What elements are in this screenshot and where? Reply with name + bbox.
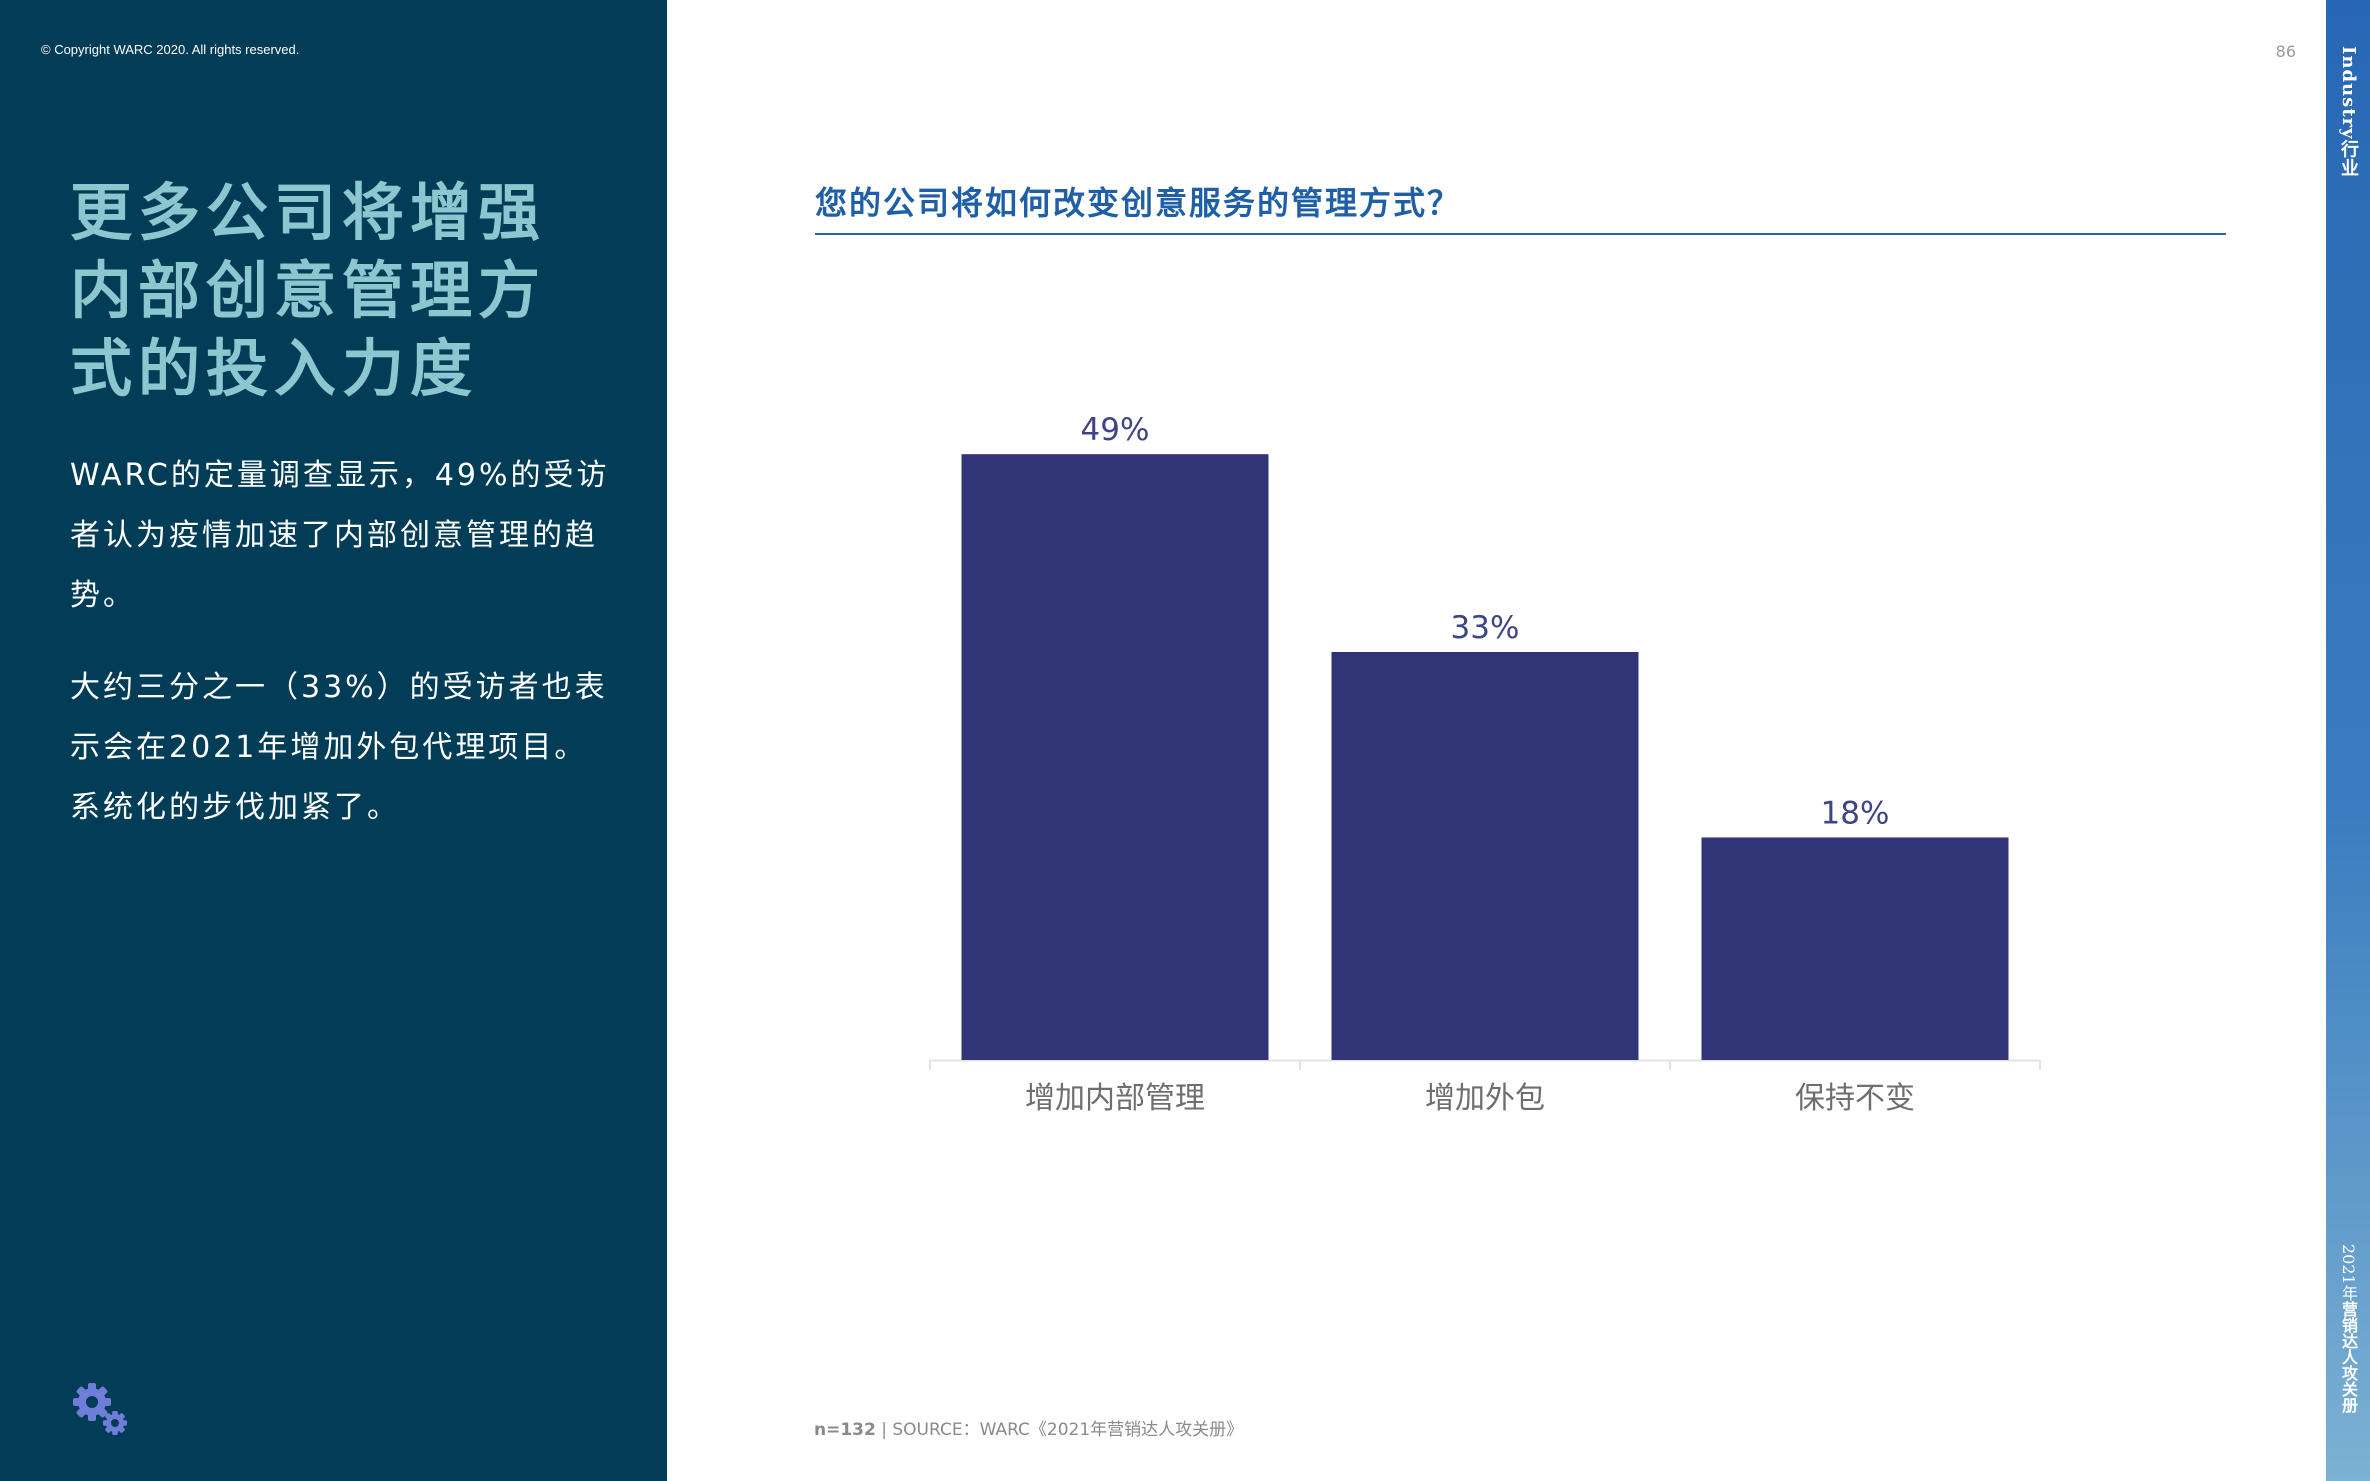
section-label: Industry行业 xyxy=(2338,46,2359,178)
category-label-2: 增加外包 xyxy=(1425,1081,1545,1116)
report-title: 营销达人攻关册 xyxy=(2339,1300,2358,1413)
title-divider xyxy=(815,233,2226,235)
bar-chart: 49% 增加内部管理 33% 增加外包 18% 保持不变 xyxy=(929,412,2041,1116)
page-number: 86 xyxy=(2275,42,2296,61)
copyright-notice: © Copyright WARC 2020. All rights reserv… xyxy=(41,42,300,57)
page-headline: 更多公司将增强内部创意管理方式的投入力度 xyxy=(70,176,547,405)
report-label: 2021年营销达人攻关册 xyxy=(2326,1244,2370,1413)
bar-1 xyxy=(961,454,1269,1060)
data-label-3: 18% xyxy=(1821,795,1890,831)
source-footnote: n=132 | SOURCE：WARC《2021年营销达人攻关册》 xyxy=(814,1415,1243,1440)
data-label-2: 33% xyxy=(1451,610,1520,646)
source-text: | SOURCE：WARC《2021年营销达人攻关册》 xyxy=(875,1420,1244,1440)
summary-paragraph-1: WARC的定量调查显示，49%的受访者认为疫情加速了内部创意管理的趋势。 xyxy=(70,458,610,613)
bar-3 xyxy=(1701,837,2009,1060)
category-label-1: 增加内部管理 xyxy=(1025,1081,1205,1116)
data-label-1: 49% xyxy=(1081,412,1150,448)
summary-paragraph-2: 大约三分之一（33%）的受访者也表示会在2021年增加外包代理项目。系统化的步伐… xyxy=(70,670,608,825)
category-label-3: 保持不变 xyxy=(1795,1081,1915,1116)
bar-2 xyxy=(1331,652,1639,1060)
sample-size: n=132 xyxy=(814,1420,876,1440)
chart-title: 您的公司将如何改变创意服务的管理方式？ xyxy=(815,184,1462,222)
side-band: Industry行业 2021年营销达人攻关册 xyxy=(2326,0,2370,1481)
left-panel: © Copyright WARC 2020. All rights reserv… xyxy=(0,0,667,1481)
gears-icon xyxy=(73,1383,127,1435)
report-year: 2021年 xyxy=(2339,1244,2358,1301)
